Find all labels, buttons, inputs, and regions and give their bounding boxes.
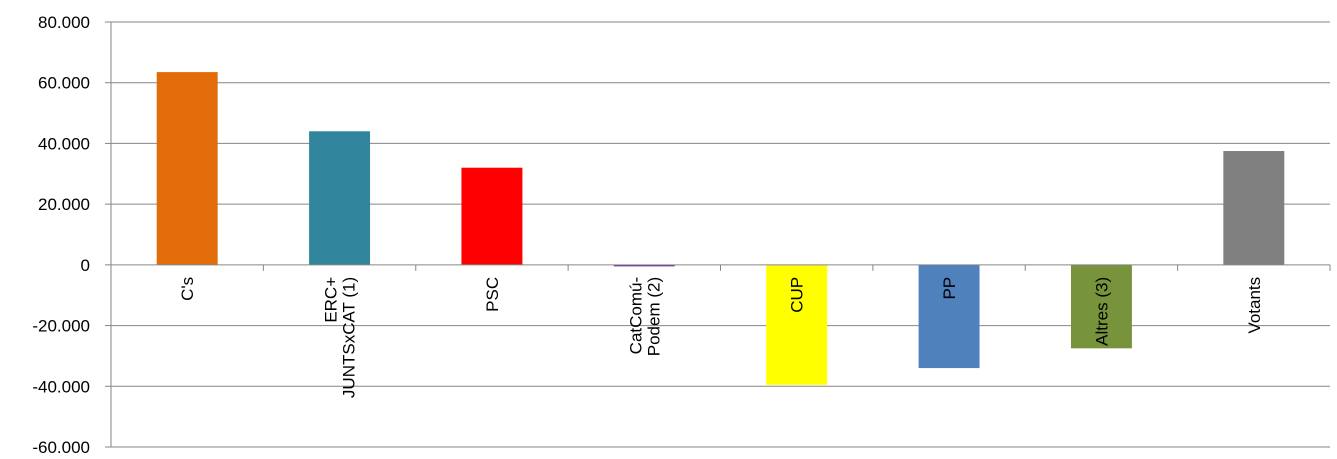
x-tick-label: C's — [178, 277, 197, 301]
y-tick-label: 20.000 — [38, 195, 90, 214]
x-tick-label: PP — [940, 277, 959, 300]
x-tick-labels: C's ERC+JUNTSxCAT (1) PSC CatComú-Podem (2)… — [178, 277, 1264, 398]
x-tick-label: CUP — [788, 277, 807, 313]
bar — [1070, 264, 1132, 349]
x-tick-label: PSC — [483, 277, 502, 312]
axes — [105, 21, 1331, 448]
y-tick-label: 60.000 — [38, 74, 90, 93]
gridlines — [111, 21, 1330, 448]
y-tick-labels: 80.000 60.000 40.000 20.000 0 -20.000 -40.000 -… — [32, 13, 90, 457]
y-tick-label: 0 — [81, 256, 90, 275]
x-tick-label: ERC+JUNTSxCAT (1) — [322, 277, 359, 398]
bar — [613, 264, 675, 267]
y-tick-label: -40.000 — [32, 377, 90, 396]
x-tick-label: Votants — [1245, 277, 1264, 334]
bars — [156, 72, 1285, 385]
bar — [766, 264, 828, 385]
y-tick-label: 80.000 — [38, 13, 90, 32]
y-tick-label: -20.000 — [32, 317, 90, 336]
y-tick-label: 40.000 — [38, 134, 90, 153]
y-tick-label: -60.000 — [32, 438, 90, 454]
x-tick-label: Altres (3) — [1092, 277, 1111, 346]
bar — [918, 264, 980, 369]
x-tick-label: CatComú-Podem (2) — [626, 277, 663, 356]
bar — [156, 72, 218, 265]
bar — [461, 167, 523, 265]
bar — [1223, 151, 1285, 265]
bar — [309, 131, 371, 265]
